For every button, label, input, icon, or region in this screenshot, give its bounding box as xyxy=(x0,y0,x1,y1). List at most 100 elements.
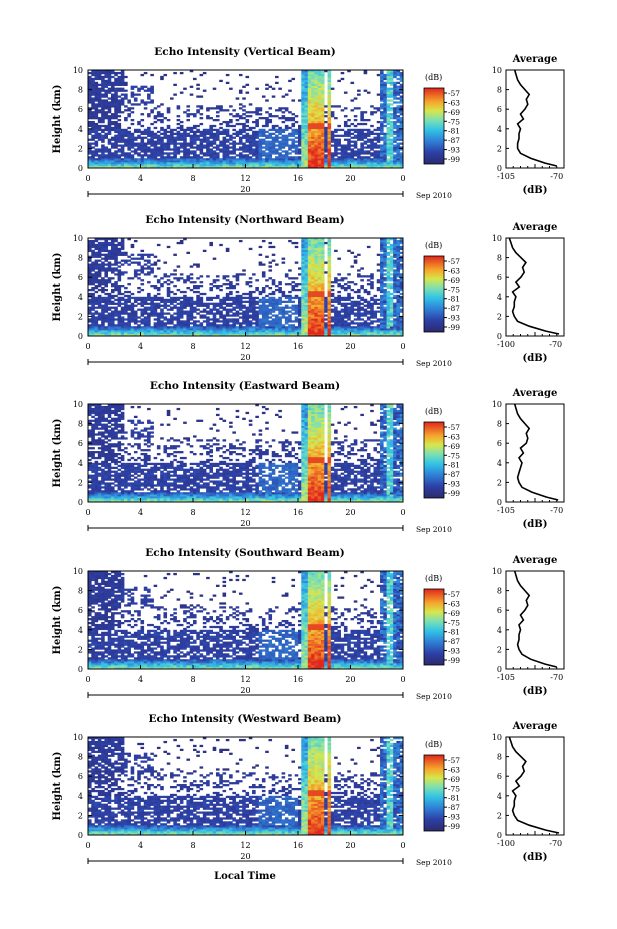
heatmap-cell xyxy=(320,253,325,256)
heatmap-cell xyxy=(117,87,122,90)
heatmap-cell xyxy=(215,308,220,311)
heatmap-cell xyxy=(366,160,371,163)
heatmap-cell xyxy=(284,332,289,335)
heatmap-cell xyxy=(94,122,99,126)
heatmap-cell xyxy=(245,91,250,94)
heatmap-cell xyxy=(160,126,164,130)
heatmap-cell xyxy=(117,279,122,282)
heatmap-cell xyxy=(275,115,279,118)
heatmap-cell xyxy=(209,128,213,132)
heatmap-cell xyxy=(330,285,335,288)
heatmap-cell xyxy=(370,160,374,163)
heatmap-cell xyxy=(311,130,315,134)
heatmap-cell xyxy=(373,146,378,149)
heatmap-cell xyxy=(389,115,394,118)
heatmap-cell xyxy=(110,238,115,241)
heatmap-cell xyxy=(360,113,364,116)
heatmap-cell xyxy=(301,330,305,333)
heatmap-cell xyxy=(127,255,131,258)
heatmap-cell xyxy=(327,328,332,331)
heatmap-cell xyxy=(110,310,115,313)
heatmap-cell xyxy=(275,144,279,147)
heatmap-cell xyxy=(130,310,135,313)
colorbar xyxy=(423,87,445,165)
heatmap-cell xyxy=(153,326,158,329)
heatmap-cell xyxy=(242,160,246,163)
heatmap-cell xyxy=(301,124,305,128)
heatmap-cell xyxy=(268,148,273,151)
heatmap-cell xyxy=(206,142,210,145)
heatmap-cell xyxy=(166,332,171,335)
heatmap-cell xyxy=(271,146,276,149)
heatmap-cell xyxy=(304,322,309,325)
heatmap-cell xyxy=(347,164,351,167)
heatmap-cell xyxy=(232,148,236,151)
heatmap-cell xyxy=(311,238,315,241)
heatmap-cell xyxy=(383,152,387,155)
heatmap-cell xyxy=(261,154,266,157)
heatmap-cell xyxy=(389,130,394,134)
heatmap-cell xyxy=(357,132,361,135)
heatmap-cell xyxy=(271,132,276,135)
x-tick-label: 16 xyxy=(293,174,303,183)
heatmap-cell xyxy=(189,265,194,268)
heatmap-cell xyxy=(242,142,246,145)
heatmap-cell xyxy=(140,314,145,317)
heatmap-cell xyxy=(147,308,151,311)
heatmap-cell xyxy=(258,308,263,311)
heatmap-cell xyxy=(156,259,161,262)
heatmap-cell xyxy=(229,142,233,145)
heatmap-cell xyxy=(170,162,174,165)
heatmap-cell xyxy=(120,285,125,288)
heatmap-cell xyxy=(130,308,135,311)
heatmap-cell xyxy=(156,243,161,247)
heatmap-cell xyxy=(399,122,404,126)
heatmap-cell xyxy=(232,152,236,155)
heatmap-cell xyxy=(370,124,374,128)
heatmap-cell xyxy=(114,334,118,337)
heatmap-cell xyxy=(101,162,105,165)
heatmap-cell xyxy=(317,75,322,79)
heatmap-cell xyxy=(386,134,391,137)
heatmap-cell xyxy=(173,146,177,149)
heatmap-cell xyxy=(179,71,184,75)
heatmap-cell xyxy=(399,117,404,120)
heatmap-cell xyxy=(107,328,112,331)
heatmap-cell xyxy=(399,160,404,163)
heatmap-cell xyxy=(386,93,391,96)
heatmap-cell xyxy=(265,328,269,331)
heatmap-cell xyxy=(229,287,233,290)
heatmap-cell xyxy=(104,314,108,317)
heatmap-cell xyxy=(373,158,378,161)
heatmap-cell xyxy=(291,334,296,337)
heatmap-cell xyxy=(350,332,355,335)
heatmap-cell xyxy=(91,150,95,153)
heatmap-cell xyxy=(248,152,253,155)
heatmap-cell xyxy=(104,115,108,118)
heatmap-cell xyxy=(166,328,171,331)
heatmap-cell xyxy=(199,158,204,161)
heatmap-cell xyxy=(153,107,158,110)
heatmap-cell xyxy=(271,304,276,307)
heatmap-cell xyxy=(301,245,305,249)
heatmap-cell xyxy=(88,115,92,118)
heatmap-cell xyxy=(193,154,197,157)
heatmap-cell xyxy=(320,281,325,284)
heatmap-cell xyxy=(307,334,312,337)
heatmap-cell xyxy=(393,89,397,92)
heatmap-cell xyxy=(281,334,286,337)
heatmap-cell xyxy=(281,166,286,169)
heatmap-cell xyxy=(209,130,213,134)
heatmap-cell xyxy=(225,292,230,296)
heatmap-cell xyxy=(88,334,92,337)
heatmap-cell xyxy=(88,130,92,134)
heatmap-cell xyxy=(261,332,266,335)
heatmap-cell xyxy=(320,91,325,94)
heatmap-cell xyxy=(370,138,374,141)
heatmap-cell xyxy=(110,95,115,98)
heatmap-cell xyxy=(94,247,99,251)
heatmap-cell xyxy=(127,328,131,331)
heatmap-cell xyxy=(133,136,138,139)
heatmap-cell xyxy=(225,320,230,323)
heatmap-cell xyxy=(193,113,197,116)
